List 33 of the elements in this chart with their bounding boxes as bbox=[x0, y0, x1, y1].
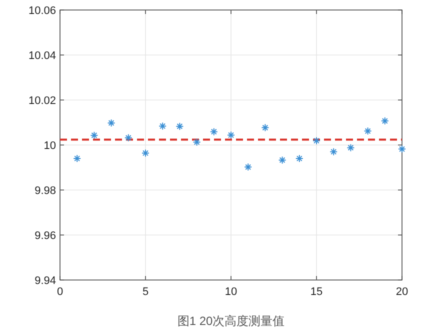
point bbox=[261, 124, 270, 132]
caption: 图1 20次高度测量值 bbox=[177, 314, 285, 328]
y-tick-label: 9.96 bbox=[34, 230, 56, 242]
point bbox=[73, 154, 82, 162]
point bbox=[346, 144, 355, 152]
y-tick-label: 10.04 bbox=[28, 50, 56, 62]
point bbox=[244, 163, 252, 172]
y-tick-label: 10.06 bbox=[28, 5, 56, 17]
point bbox=[176, 122, 184, 130]
x-tick-label: 10 bbox=[224, 286, 238, 298]
point bbox=[380, 116, 389, 125]
point bbox=[278, 156, 286, 164]
point bbox=[210, 128, 218, 136]
point bbox=[192, 138, 201, 146]
point bbox=[107, 118, 116, 127]
point bbox=[295, 154, 304, 162]
y-tick-label: 10.02 bbox=[28, 95, 56, 107]
y-tick-label: 10 bbox=[44, 140, 56, 152]
point bbox=[312, 136, 320, 145]
point bbox=[142, 149, 150, 158]
point bbox=[398, 145, 406, 154]
x-tick-label: 20 bbox=[396, 286, 408, 298]
point bbox=[364, 127, 372, 136]
x-tick-label: 0 bbox=[56, 286, 64, 298]
y-tick-label: 9.98 bbox=[34, 185, 56, 197]
point bbox=[158, 122, 167, 130]
point bbox=[124, 134, 132, 142]
point bbox=[90, 131, 98, 140]
x-tick-label: 5 bbox=[142, 286, 149, 298]
point bbox=[330, 148, 338, 156]
x-tick-label: 15 bbox=[310, 286, 323, 298]
y-tick-label: 9.94 bbox=[34, 275, 56, 287]
point bbox=[227, 131, 235, 140]
